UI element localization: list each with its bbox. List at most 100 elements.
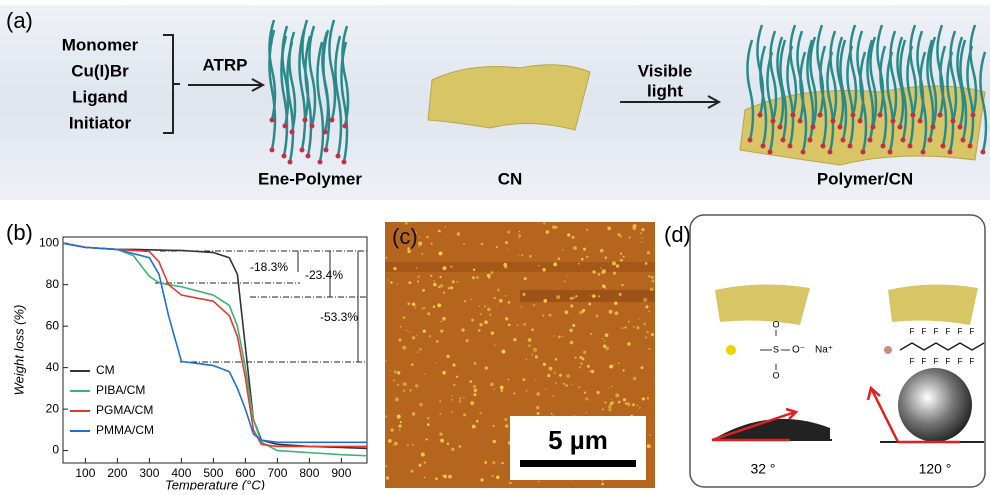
polymer-chain (776, 36, 785, 128)
chain-end (917, 118, 923, 124)
afm-grain (582, 308, 586, 312)
afm-grain (650, 333, 654, 337)
chain-end (322, 129, 328, 135)
afm-grain (451, 395, 453, 397)
afm-grain (583, 350, 587, 354)
afm-grain (440, 320, 443, 323)
afm-grain (392, 444, 395, 446)
afm-grain (538, 264, 540, 267)
afm-grain (617, 400, 621, 404)
chain-end (269, 147, 275, 153)
afm-grain (588, 302, 592, 306)
afm-grain (621, 283, 624, 287)
chain-end (329, 117, 335, 123)
afm-grain (631, 403, 635, 407)
afm-grain (458, 400, 461, 403)
cn-sheet (715, 284, 810, 325)
afm-grain (523, 323, 527, 326)
afm-grain (578, 386, 581, 389)
afm-grain (542, 267, 546, 272)
caption: Ene-Polymer (258, 169, 362, 188)
afm-grain (418, 241, 423, 246)
afm-grain (507, 378, 510, 381)
afm-grain (580, 362, 583, 365)
afm-grain (496, 475, 500, 480)
afm-grain (566, 373, 571, 378)
afm-grain (578, 366, 581, 369)
afm-grain (608, 404, 612, 409)
chain-end (887, 149, 893, 155)
chain-end (960, 137, 966, 143)
afm-grain (535, 405, 540, 410)
afm-grain (398, 424, 402, 428)
afm-grain (493, 296, 496, 299)
afm-grain (440, 438, 445, 443)
arrow (620, 95, 722, 109)
afm-grain (614, 311, 619, 316)
afm-grain (545, 230, 550, 234)
afm-grain (622, 369, 625, 372)
afm-grain (572, 296, 576, 300)
afm-grain (480, 242, 483, 245)
chain-end (810, 124, 816, 130)
afm-grain (646, 397, 650, 400)
polymer-chain (769, 30, 778, 122)
series-line (62, 242, 368, 450)
afm-grain (537, 480, 540, 483)
fluorine: F (946, 357, 951, 366)
chain-end (940, 143, 946, 149)
afm-grain (640, 366, 644, 370)
afm-grain (647, 445, 649, 447)
chain-end (820, 143, 826, 149)
afm-grain (499, 385, 504, 390)
afm-grain (531, 328, 534, 332)
chain-end (790, 112, 796, 118)
afm-grain (543, 222, 546, 225)
afm-grain (433, 279, 435, 282)
chain-end (970, 112, 976, 118)
afm-grain (402, 382, 407, 386)
chain-end (980, 149, 986, 155)
polymer-chain (786, 45, 795, 147)
chain-end (870, 124, 876, 130)
chain-end (747, 137, 753, 143)
fluorine: F (922, 357, 927, 366)
afm-grain (441, 474, 444, 477)
polymer-chain (836, 36, 845, 128)
afm-grain (633, 325, 635, 328)
chain-end (830, 118, 836, 124)
arrow-label: light (647, 81, 683, 100)
afm-grain (592, 270, 596, 274)
contact-angle: 120 ° (919, 461, 952, 477)
contact-angle: 32 ° (750, 461, 775, 477)
afm-grain (650, 275, 654, 279)
afm-texture (384, 221, 655, 486)
afm-grain (585, 411, 587, 414)
polymer-chain (316, 41, 325, 163)
afm-grain (554, 357, 558, 361)
reagent: Initiator (69, 113, 132, 132)
afm-grain (439, 230, 441, 233)
fluoro-chain (899, 342, 985, 351)
afm-grain (604, 256, 608, 259)
x-tick-label: 400 (171, 466, 191, 480)
afm-grain (422, 288, 426, 292)
afm-grain (461, 328, 465, 332)
afm-grain (398, 428, 401, 431)
afm-grain (480, 313, 482, 315)
afm-grain (615, 264, 620, 268)
x-axis-label: Temperature (°C) (165, 477, 265, 490)
afm-grain (419, 402, 423, 407)
x-tick-label: 200 (107, 466, 127, 480)
afm-grain (643, 322, 647, 326)
afm-grain (435, 339, 439, 343)
polymer-chain (826, 51, 835, 153)
cn-sheet (888, 284, 978, 325)
series-line (62, 242, 367, 444)
afm-grain (569, 296, 573, 300)
afm-grain (569, 340, 574, 345)
afm-grain (405, 383, 408, 386)
afm-grain (450, 265, 453, 268)
afm-grain (394, 397, 399, 402)
chain-end (937, 112, 943, 118)
